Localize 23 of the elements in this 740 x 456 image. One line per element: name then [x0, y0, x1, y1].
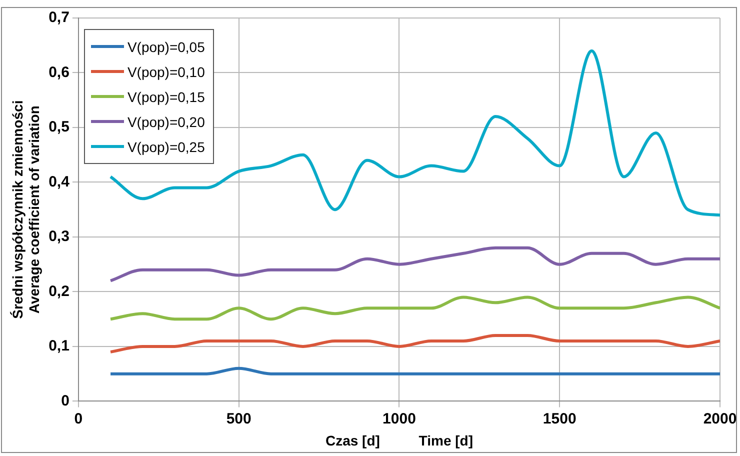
- legend-label: V(pop)=0,10: [127, 64, 205, 80]
- line-series: [109, 334, 720, 354]
- y-tick-label: 0,3: [48, 228, 70, 246]
- x-tick-label: 0: [74, 410, 83, 428]
- y-tick-label: 0,1: [48, 338, 70, 355]
- y-tick-label: 0,7: [48, 9, 70, 26]
- y-tick-label: 0,2: [48, 282, 70, 300]
- legend-label: V(pop)=0,05: [127, 38, 205, 54]
- line-series: [109, 296, 720, 321]
- x-tick-label: 2000: [703, 410, 737, 428]
- x-tick-label: 1500: [542, 410, 576, 428]
- y-axis-title: Średni współczynnik zmienności Average coefficient of variation: [9, 100, 42, 319]
- y-tick-label: 0,4: [48, 173, 70, 190]
- y-tick-label: 0: [61, 392, 70, 410]
- y-tick-label: 0,6: [48, 64, 70, 81]
- x-tick-label: 500: [226, 410, 252, 428]
- x-tick-label: 1000: [382, 410, 416, 428]
- x-axis-title: Czas [d] Time [d]: [325, 432, 473, 448]
- line-series: [109, 246, 720, 282]
- legend-label: V(pop)=0,15: [127, 88, 205, 104]
- legend-label: V(pop)=0,25: [127, 138, 205, 154]
- legend-label: V(pop)=0,20: [127, 114, 205, 130]
- y-tick-label: 0,5: [48, 118, 70, 136]
